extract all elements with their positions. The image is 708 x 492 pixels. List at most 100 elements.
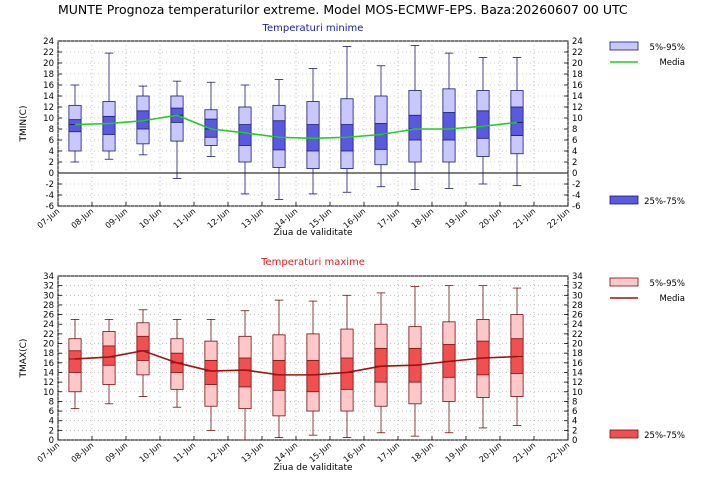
x-tick-label: 21-Jun [512,207,538,231]
legend-swatch-25-75 [609,195,639,205]
box-25-75 [476,110,490,139]
y-tick-label-right: 24 [572,320,583,330]
x-tick-label: 13-Jun [240,207,266,231]
y-tick-label-right: 18 [572,70,583,80]
x-tick-label: 10-Jun [138,207,164,231]
box-25-75 [272,120,286,151]
y-tick-label: 14 [43,368,54,378]
y-tick-label: 22 [43,48,54,58]
x-axis-label: Ziua de validitate [273,463,352,473]
legend-label-5-95: 5%-95% [650,279,685,289]
legend-label-median: Media [659,294,685,304]
y-tick-label: 2 [49,426,54,436]
y-tick-label: 12 [43,378,54,388]
x-tick-label: 13-Jun [240,441,266,465]
box-25-75 [442,112,456,141]
box-plot-18-Jun [408,45,422,190]
y-tick-label-right: 2 [572,158,577,168]
box-plot-14-Jun [272,79,286,200]
y-tick-label-right: 34 [572,272,583,282]
box-25-75 [238,124,252,146]
box-plot-15-Jun [306,300,320,436]
box-plot-17-Jun [374,292,388,434]
y-tick-label-right: 14 [572,368,583,378]
y-tick-label-right: 22 [572,330,583,340]
x-tick-label: 14-Jun [274,441,300,465]
y-tick-label-right: 12 [572,378,583,388]
y-tick-label: 28 [43,301,54,311]
x-tick-label: 08-Jun [70,207,96,231]
x-tick-label: 12-Jun [206,441,232,465]
y-tick-label-right: 32 [572,282,583,292]
x-tick-label: 16-Jun [342,441,368,465]
box-plot-16-Jun [340,46,354,193]
y-tick-label: 2 [49,158,54,168]
y-tick-label: 18 [43,70,54,80]
y-tick-label: 18 [43,349,54,359]
box-25-75 [510,106,524,137]
x-tick-label: 09-Jun [104,441,130,465]
y-tick-label: 4 [49,417,54,427]
box-plot-20-Jun [476,285,490,429]
legend-label-5-95: 5%-95% [650,43,685,53]
legend-swatch-25-75 [609,429,639,439]
legend-label-25-75: 25%-75% [644,197,685,207]
y-tick-label-right: 16 [572,81,583,91]
x-tick-label: 08-Jun [70,441,96,465]
x-tick-label: 12-Jun [206,207,232,231]
x-tick-label: 15-Jun [308,207,334,231]
y-tick-label: 20 [43,340,54,350]
y-tick-label-right: -4 [572,191,580,201]
y-tick-label: 30 [43,291,54,301]
median-line [74,349,518,376]
y-tick-label-right: 18 [572,349,583,359]
x-tick-label: 20-Jun [478,207,504,231]
y-tick-label: 22 [43,330,54,340]
x-tick-label: 20-Jun [478,441,504,465]
plot-frame [57,275,569,441]
x-tick-label: 15-Jun [308,441,334,465]
box-25-75 [136,335,150,361]
box-plot-20-Jun [476,57,490,185]
y-tick-label-right: 10 [572,388,583,398]
box-plot-15-Jun [306,68,320,195]
y-tick-label: 34 [43,272,54,282]
y-tick-label-right: 20 [572,340,583,350]
box-25-75 [374,123,388,150]
y-tick-label: 16 [43,81,54,91]
y-tick-label: 12 [43,103,54,113]
y-tick-label-right: 6 [572,407,577,417]
y-tick-label: 10 [43,388,54,398]
tmin-chart-panel: Temperaturi minime-6 -6-4 -4-2 -20 02 24 46 68 8… [19,23,685,238]
y-tick-label: 0 [49,436,54,446]
x-tick-label: 11-Jun [172,441,198,465]
y-tick-label: -6 [46,202,54,212]
x-tick-label: 09-Jun [104,207,130,231]
y-tick-label: 8 [49,125,54,135]
y-tick-label-right: 2 [572,426,577,436]
y-tick-label-right: -6 [572,202,580,212]
box-25-75 [102,115,116,135]
box-plot-19-Jun [442,285,456,434]
box-plot-17-Jun [374,65,388,188]
x-tick-label: 17-Jun [376,207,402,231]
y-tick-label: 32 [43,282,54,292]
box-25-75 [68,119,82,133]
box-25-75 [374,347,388,383]
x-tick-label: 18-Jun [410,207,436,231]
y-tick-label-right: 20 [572,59,583,69]
x-tick-label: 21-Jun [512,441,538,465]
y-tick-label-right: 4 [572,147,577,157]
y-tick-label-right: 22 [572,48,583,58]
x-tick-label: 16-Jun [342,207,368,231]
box-plot-10-Jun [136,85,150,156]
box-plot-09-Jun [102,319,116,405]
y-tick-label-right: 14 [572,92,583,102]
y-tick-label: 8 [49,397,54,407]
box-25-75 [340,357,354,390]
y-tick-label: 24 [43,37,54,47]
legend-label-median: Media [659,58,685,68]
y-tick-label-right: 0 [572,436,577,446]
y-tick-label-right: 12 [572,103,583,113]
